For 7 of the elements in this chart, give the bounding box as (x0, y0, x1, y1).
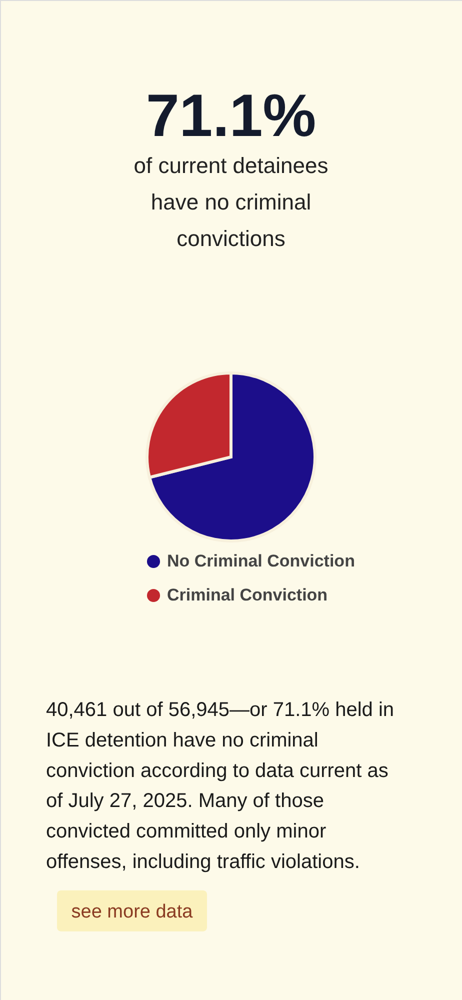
legend-label: No Criminal Conviction (167, 552, 355, 570)
text: see more data (71, 901, 194, 922)
chart-title: 71.1% (146, 82, 316, 149)
legend-label: Criminal Conviction (167, 586, 328, 604)
chart-subtitle: of current detainees have no criminal convictions (134, 153, 328, 251)
pie-slice (148, 372, 316, 542)
text: 40,461 out of 56,945—or 71.1% held in ICE detention have no criminal conviction according to data current as of July 27, 2025. Many of those convicted committed only minor offenses, including traffic violations. (46, 699, 394, 873)
